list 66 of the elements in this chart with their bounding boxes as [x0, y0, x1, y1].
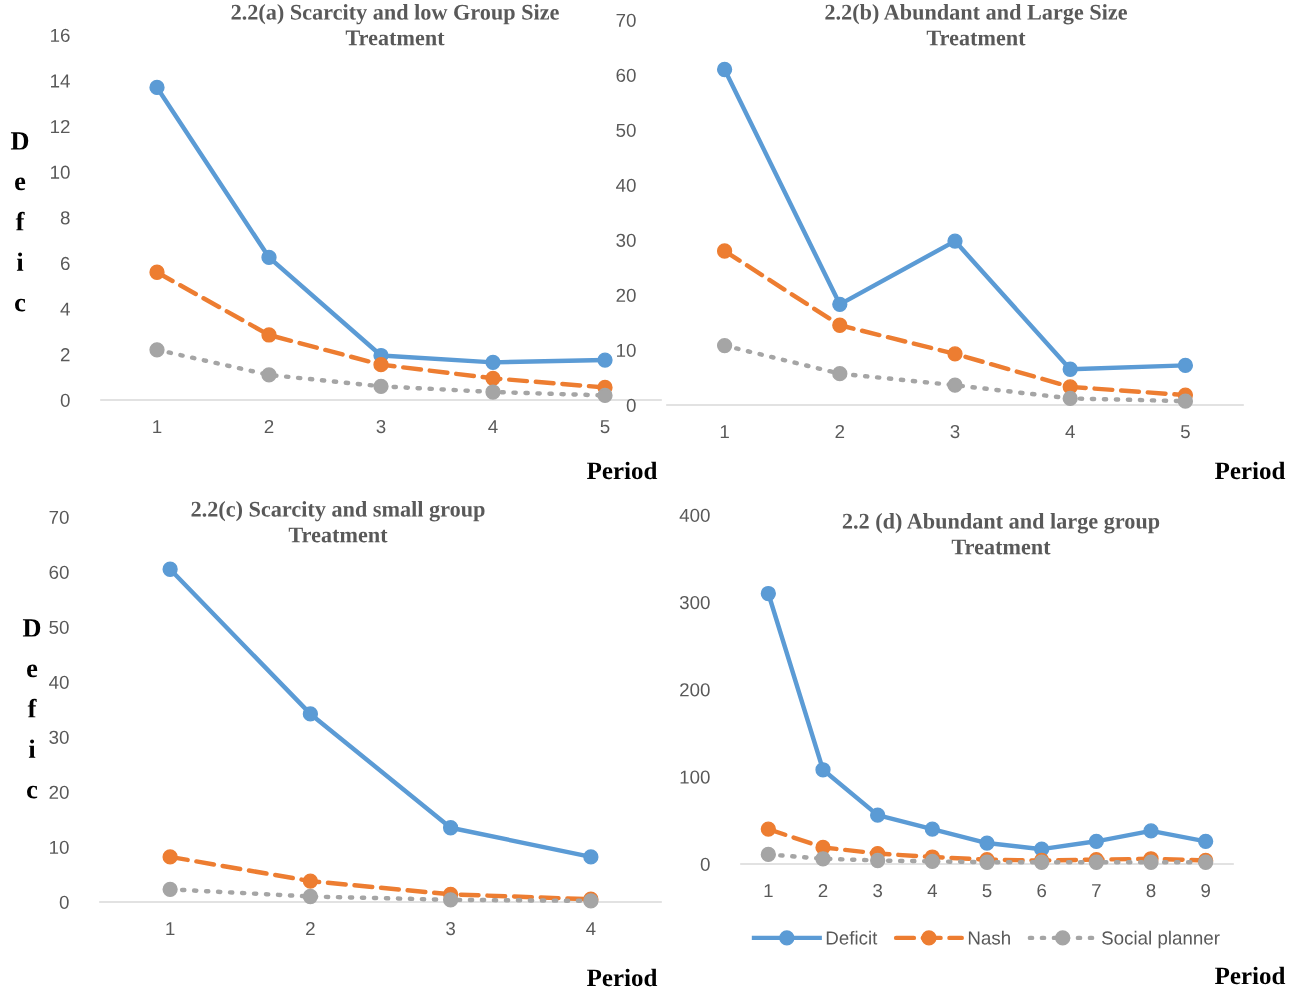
x-tick-label: 3	[950, 424, 960, 439]
y-tick-label: 10	[50, 840, 69, 854]
y-tick-label: 0	[60, 393, 70, 407]
chart-title: 2.2(b) Abundant and Large Size Treatment	[825, 4, 1127, 46]
x-tick-label: 1	[166, 922, 175, 936]
y-tick-label: 30	[616, 233, 636, 247]
x-tick-label: 1	[720, 425, 729, 439]
y-tick-label: 14	[51, 74, 70, 88]
x-tick-label: 4	[586, 922, 596, 936]
x-tick-label: 3	[446, 921, 456, 936]
x-tick-label: 4	[488, 420, 498, 434]
x-tick-label: 2	[818, 883, 828, 898]
y-axis-title: Defic	[22, 619, 41, 799]
y-tick-label: 70	[49, 510, 69, 524]
y-tick-label: 0	[59, 895, 69, 909]
x-axis-title: Period	[587, 461, 658, 480]
x-axis-title: Period	[587, 968, 658, 987]
y-tick-label: 6	[60, 256, 70, 271]
x-axis-title: Period	[1215, 966, 1286, 985]
y-tick-label: 200	[680, 683, 710, 697]
legend-label: Social planner	[1102, 930, 1220, 949]
y-tick-label: 12	[51, 119, 70, 134]
y-tick-label: 300	[679, 595, 710, 610]
y-tick-label: 4	[60, 302, 70, 316]
legend-label: Nash	[968, 930, 1010, 945]
x-tick-label: 1	[764, 884, 773, 898]
x-tick-label: 4	[927, 884, 937, 898]
x-tick-label: 2	[835, 424, 845, 439]
y-tick-label: 100	[680, 770, 710, 784]
x-tick-label: 8	[1146, 883, 1156, 898]
x-axis-title: Period	[1215, 461, 1286, 480]
chart-title: 2.2(c) Scarcity and small group Treatment	[191, 501, 485, 543]
x-tick-label: 9	[1201, 883, 1210, 898]
legend-label: Deficit	[826, 930, 878, 945]
x-tick-label: 2	[264, 419, 274, 434]
x-tick-label: 3	[376, 419, 386, 434]
y-tick-label: 60	[616, 68, 636, 82]
y-tick-label: 0	[700, 857, 710, 871]
x-tick-label: 1	[153, 420, 162, 434]
y-tick-label: 70	[616, 13, 636, 27]
chart-title: 2.2(a) Scarcity and low Group Size Treatment	[231, 4, 559, 46]
y-tick-label: 20	[616, 288, 636, 302]
y-tick-label: 30	[49, 730, 69, 744]
x-tick-label: 5	[982, 884, 992, 898]
y-tick-label: 40	[49, 675, 69, 689]
x-tick-label: 5	[1180, 425, 1190, 439]
y-tick-label: 40	[616, 178, 636, 192]
y-tick-label: 50	[49, 620, 69, 634]
y-tick-label: 20	[49, 785, 69, 799]
y-tick-label: 60	[49, 565, 69, 579]
y-tick-label: 10	[617, 343, 636, 357]
y-tick-label: 400	[679, 508, 710, 522]
x-tick-label: 3	[873, 883, 883, 898]
x-tick-label: 6	[1037, 883, 1047, 898]
y-tick-label: 50	[616, 123, 636, 137]
y-tick-label: 2	[60, 348, 70, 362]
y-axis-title: Defic	[10, 132, 29, 312]
chart-title: 2.2 (d) Abundant and large group Treatment	[842, 513, 1160, 555]
x-tick-label: 2	[306, 921, 315, 936]
y-tick-label: 8	[60, 211, 70, 225]
y-tick-label: 10	[51, 165, 70, 179]
y-tick-label: 16	[51, 28, 70, 42]
x-tick-label: 5	[600, 420, 610, 434]
x-tick-label: 7	[1092, 884, 1101, 898]
y-tick-label: 0	[626, 398, 636, 412]
x-tick-label: 4	[1065, 425, 1075, 439]
